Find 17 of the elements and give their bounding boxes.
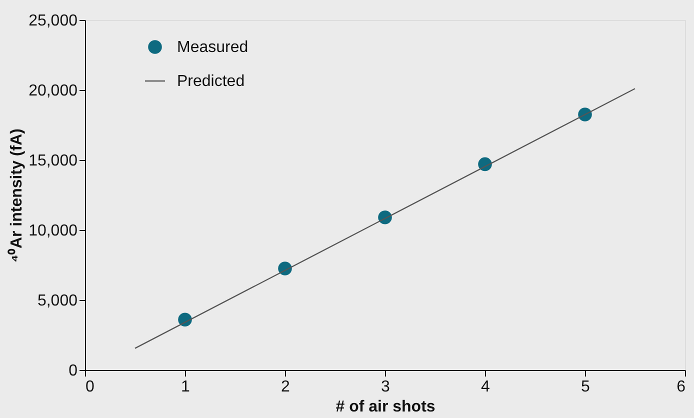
x-tick-label: 3 [381,378,390,396]
y-tick-label: 20,000 [28,82,78,100]
y-tick-label: 15,000 [28,152,78,170]
legend-label: Predicted [177,73,245,90]
y-tick-label: 5,000 [37,292,78,310]
x-tick-label: 5 [581,378,590,396]
x-tick-label: 4 [481,378,490,396]
x-tick-label: 0 [86,378,94,396]
legend-label: Measured [177,39,248,56]
x-tick-label: 1 [181,378,190,396]
y-tick-label: 10,000 [28,222,78,240]
x-tick-label: 6 [676,378,686,396]
y-tick-label: 0 [68,362,78,380]
x-axis-title: # of air shots [336,398,436,416]
x-tick-label: 2 [281,378,290,396]
y-axis-title: ⁴⁰Ar intensity (fA) [8,128,26,262]
y-tick-label: 25,000 [28,12,78,30]
